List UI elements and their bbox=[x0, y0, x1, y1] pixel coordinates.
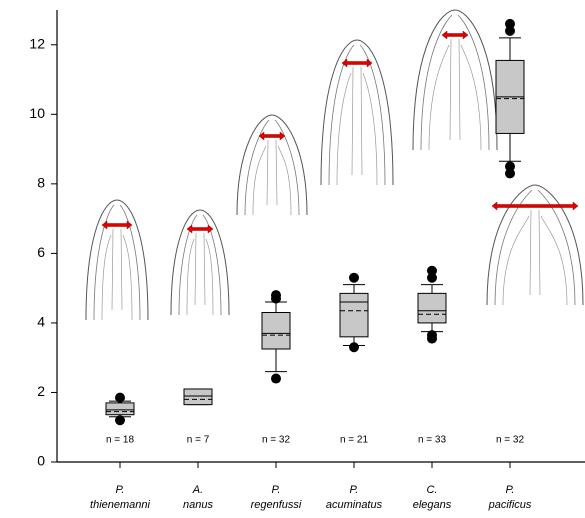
head-inner bbox=[244, 119, 300, 216]
head-lumen bbox=[336, 66, 378, 186]
y-tick-label: 0 bbox=[37, 453, 45, 469]
n-label: n = 32 bbox=[496, 435, 525, 446]
outlier bbox=[505, 168, 515, 179]
y-tick-label: 2 bbox=[37, 383, 45, 399]
head-inner bbox=[328, 44, 386, 186]
n-label: n = 32 bbox=[262, 435, 291, 446]
arrow bbox=[491, 201, 579, 211]
head-outline bbox=[236, 114, 308, 216]
x-tick-label-line: P. bbox=[116, 484, 125, 496]
head-outline bbox=[170, 209, 230, 316]
outlier bbox=[505, 161, 515, 172]
head-lumen bbox=[252, 139, 292, 216]
box bbox=[261, 311, 291, 350]
x-tick-label-line: acuminatus bbox=[326, 499, 383, 511]
outlier bbox=[427, 272, 437, 283]
arrow bbox=[441, 30, 469, 40]
y-tick-label: 10 bbox=[29, 105, 45, 121]
outlier bbox=[349, 342, 359, 353]
x-tick-label-line: pacificus bbox=[488, 499, 532, 511]
head-lumen bbox=[101, 228, 133, 321]
outlier bbox=[505, 25, 515, 36]
head-inner bbox=[420, 14, 490, 151]
n-label: n = 7 bbox=[187, 435, 210, 446]
outlier bbox=[115, 415, 125, 426]
head-lumen bbox=[186, 232, 214, 316]
x-tick-label: P. pacificus bbox=[488, 484, 532, 511]
head-drawing bbox=[85, 199, 149, 321]
head-outline bbox=[320, 39, 394, 186]
arrow bbox=[186, 224, 214, 234]
y-tick-label: 8 bbox=[37, 175, 45, 191]
box bbox=[417, 292, 447, 324]
x-tick-label: P. thienemanni bbox=[90, 484, 150, 511]
head-lumen bbox=[502, 209, 568, 306]
outlier bbox=[427, 330, 437, 341]
outlier bbox=[271, 373, 281, 384]
x-tick-label-line: regenfussi bbox=[251, 499, 302, 511]
head-drawing bbox=[412, 9, 498, 151]
outlier bbox=[271, 290, 281, 301]
n-label: n = 21 bbox=[340, 435, 369, 446]
n-label: n = 33 bbox=[418, 435, 447, 446]
y-tick-label: 6 bbox=[37, 244, 45, 260]
box bbox=[105, 402, 135, 416]
n-label: n = 18 bbox=[106, 435, 135, 446]
x-tick-label: C. elegans bbox=[413, 484, 452, 511]
head-drawing bbox=[236, 114, 308, 216]
x-tick-label: P. acuminatus bbox=[326, 484, 383, 511]
arrow bbox=[341, 58, 373, 68]
box bbox=[183, 388, 213, 406]
x-tick-label-line: P. bbox=[506, 484, 515, 496]
x-tick-label: P. regenfussi bbox=[251, 484, 302, 511]
arrow bbox=[101, 220, 133, 230]
head-inner bbox=[494, 189, 576, 306]
box bbox=[339, 292, 369, 338]
head-drawing bbox=[320, 39, 394, 186]
head-drawing bbox=[486, 184, 584, 306]
x-tick-label-line: A. bbox=[192, 484, 203, 496]
y-tick-label: 4 bbox=[37, 314, 45, 330]
head-outline bbox=[486, 184, 584, 306]
head-inner bbox=[93, 204, 141, 321]
x-tick-label-line: thienemanni bbox=[90, 499, 150, 511]
x-tick-label-line: nanus bbox=[183, 499, 213, 511]
arrow bbox=[258, 131, 286, 141]
y-tick-label: 12 bbox=[29, 35, 45, 51]
head-outline bbox=[412, 9, 498, 151]
x-tick-label-line: elegans bbox=[413, 499, 452, 511]
outlier bbox=[115, 392, 125, 403]
outlier bbox=[427, 265, 437, 276]
x-tick-label-line: C. bbox=[427, 484, 438, 496]
head-lumen bbox=[428, 38, 482, 151]
x-tick-label-line: P. bbox=[272, 484, 281, 496]
head-drawing bbox=[170, 209, 230, 316]
head-outline bbox=[85, 199, 149, 321]
x-tick-label: A. nanus bbox=[183, 484, 213, 511]
x-tick-label-line: P. bbox=[350, 484, 359, 496]
outlier bbox=[349, 272, 359, 283]
head-inner bbox=[178, 214, 222, 316]
outlier bbox=[505, 18, 515, 29]
